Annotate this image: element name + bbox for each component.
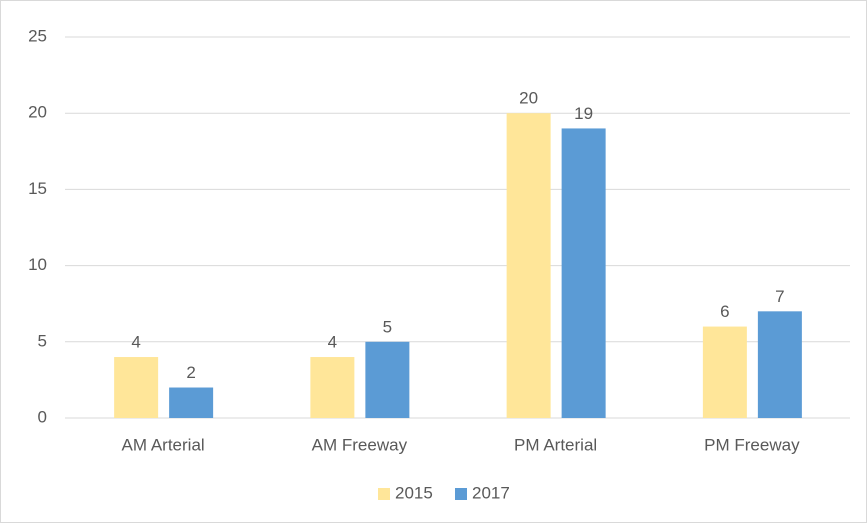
data-label: 2 <box>186 363 195 382</box>
bar <box>561 128 606 418</box>
data-label: 5 <box>383 317 392 336</box>
data-label: 7 <box>775 287 784 306</box>
legend-swatch <box>378 488 390 500</box>
bar <box>506 113 551 418</box>
data-label: 4 <box>328 333 337 352</box>
bar <box>365 341 410 418</box>
y-tick-label: 10 <box>28 255 47 274</box>
bar <box>757 311 802 418</box>
y-tick-label: 5 <box>38 331 47 350</box>
y-tick-label: 25 <box>28 26 47 45</box>
x-tick-label: AM Arterial <box>122 435 205 454</box>
data-label: 19 <box>574 104 593 123</box>
data-label: 20 <box>519 89 538 108</box>
x-tick-label: AM Freeway <box>312 435 408 454</box>
data-label: 4 <box>131 333 140 352</box>
legend-swatch <box>455 488 467 500</box>
data-label: 6 <box>720 302 729 321</box>
y-tick-label: 15 <box>28 179 47 198</box>
x-tick-label: PM Arterial <box>514 435 597 454</box>
legend-label: 2015 <box>395 483 433 502</box>
y-tick-label: 0 <box>38 407 47 426</box>
x-tick-label: PM Freeway <box>704 435 800 454</box>
bar <box>114 357 159 418</box>
legend-label: 2017 <box>472 483 510 502</box>
bar <box>169 387 214 418</box>
bar <box>310 357 355 418</box>
y-tick-label: 20 <box>28 103 47 122</box>
bar <box>702 326 747 418</box>
